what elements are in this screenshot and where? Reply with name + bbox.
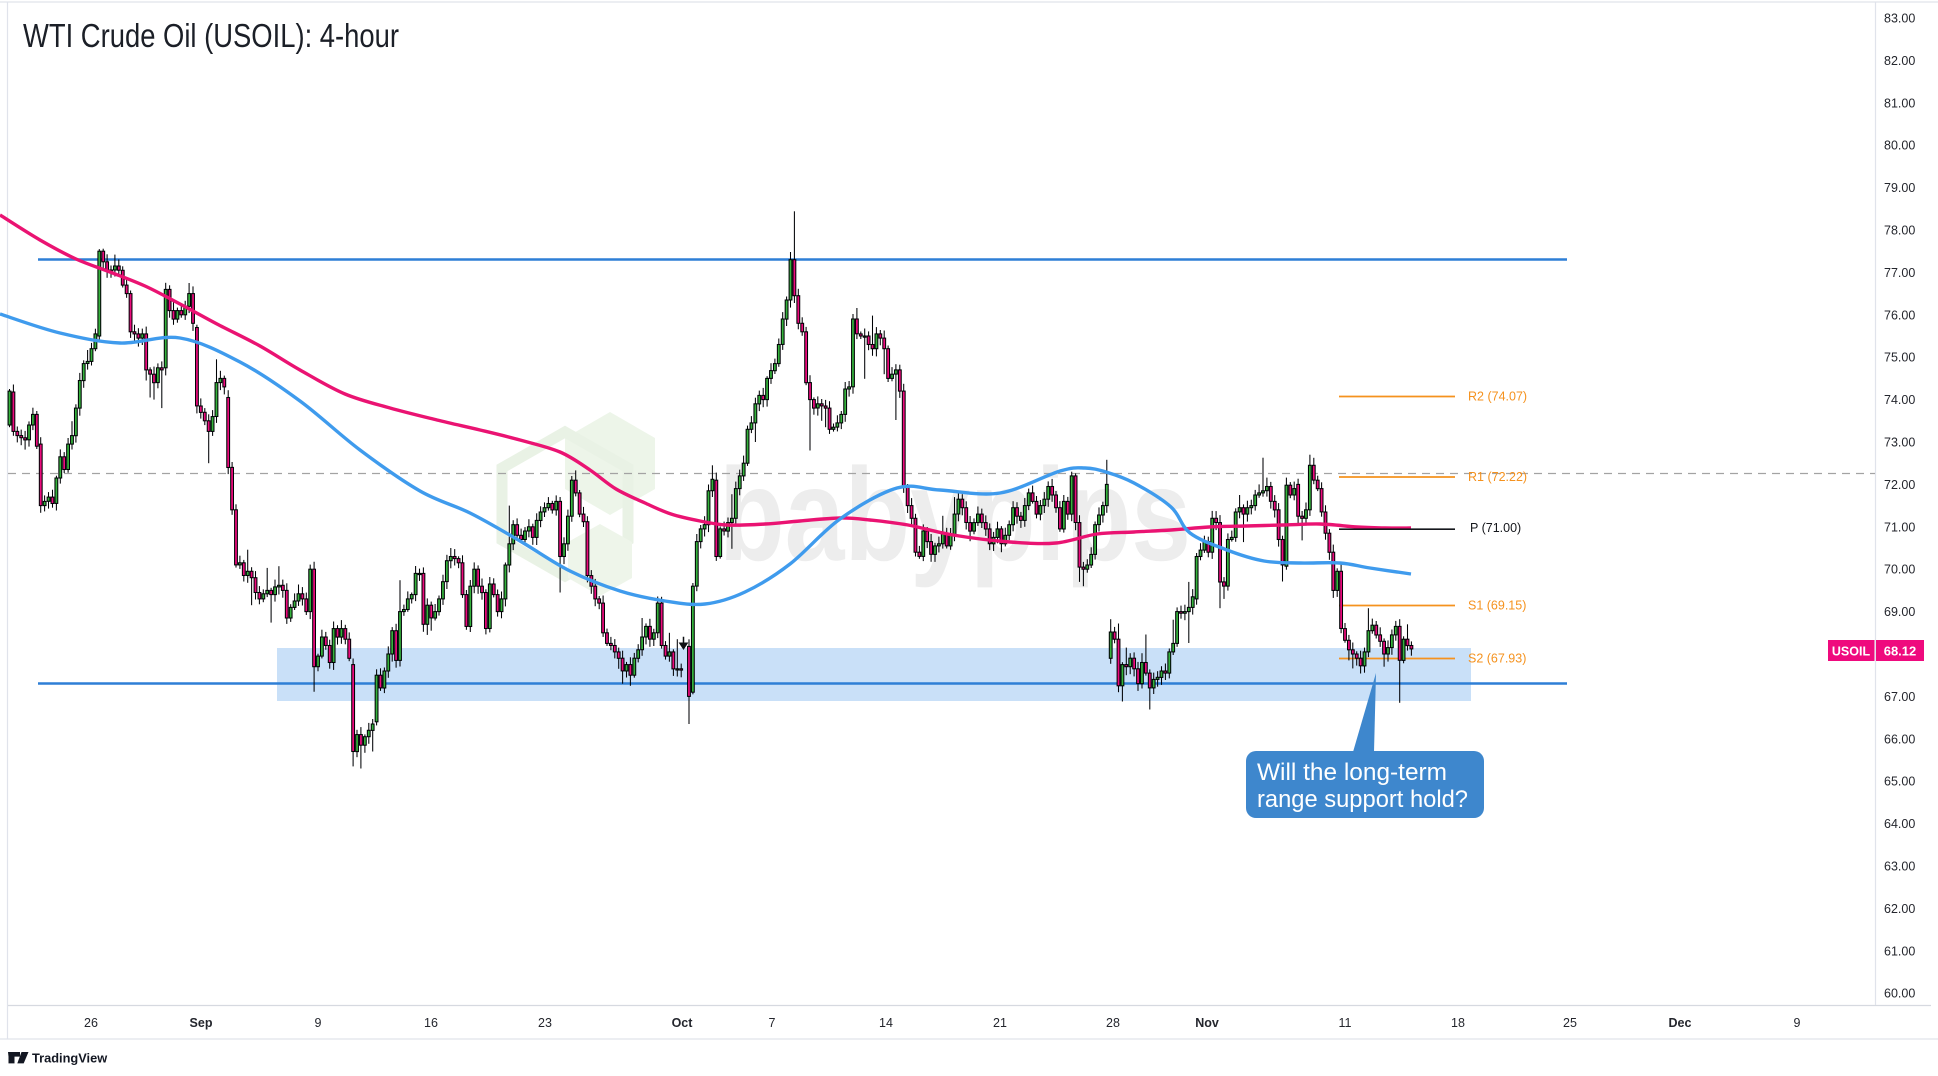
svg-text:68.12: 68.12 — [1884, 644, 1917, 659]
svg-text:76.00: 76.00 — [1884, 308, 1915, 322]
svg-text:11: 11 — [1339, 1016, 1352, 1030]
svg-text:TradingView: TradingView — [32, 1051, 107, 1066]
svg-text:23: 23 — [538, 1016, 552, 1030]
svg-text:Nov: Nov — [1195, 1016, 1219, 1030]
svg-text:60.00: 60.00 — [1884, 987, 1915, 1001]
svg-text:WTI Crude Oil (USOIL): 4-hour: WTI Crude Oil (USOIL): 4-hour — [23, 17, 399, 54]
svg-text:78.00: 78.00 — [1884, 224, 1915, 238]
svg-text:81.00: 81.00 — [1884, 96, 1915, 110]
svg-text:25: 25 — [1563, 1016, 1577, 1030]
svg-text:69.00: 69.00 — [1884, 605, 1915, 619]
svg-text:61.00: 61.00 — [1884, 944, 1915, 958]
svg-text:range support hold?: range support hold? — [1257, 786, 1468, 813]
svg-text:67.00: 67.00 — [1884, 690, 1915, 704]
svg-text:71.00: 71.00 — [1884, 520, 1915, 534]
svg-text:14: 14 — [879, 1016, 893, 1030]
svg-text:26: 26 — [84, 1016, 98, 1030]
svg-text:65.00: 65.00 — [1884, 775, 1915, 789]
svg-text:S2 (67.93): S2 (67.93) — [1468, 652, 1526, 666]
svg-text:75.00: 75.00 — [1884, 351, 1915, 365]
svg-text:16: 16 — [424, 1016, 438, 1030]
svg-text:21: 21 — [993, 1016, 1007, 1030]
svg-text:Will the long-term: Will the long-term — [1257, 759, 1447, 786]
svg-text:Oct: Oct — [672, 1016, 694, 1030]
svg-text:9: 9 — [315, 1016, 322, 1030]
svg-text:73.00: 73.00 — [1884, 436, 1915, 450]
svg-text:70.00: 70.00 — [1884, 563, 1915, 577]
svg-text:62.00: 62.00 — [1884, 902, 1915, 916]
svg-text:R1 (72.22): R1 (72.22) — [1468, 470, 1527, 484]
svg-text:74.00: 74.00 — [1884, 393, 1915, 407]
svg-text:9: 9 — [1794, 1016, 1801, 1030]
svg-text:64.00: 64.00 — [1884, 817, 1915, 831]
svg-text:Dec: Dec — [1669, 1016, 1692, 1030]
svg-text:7: 7 — [769, 1016, 776, 1030]
svg-text:R2 (74.07): R2 (74.07) — [1468, 390, 1527, 404]
svg-text:P (71.00): P (71.00) — [1470, 521, 1521, 535]
svg-text:77.00: 77.00 — [1884, 266, 1915, 280]
svg-text:72.00: 72.00 — [1884, 478, 1915, 492]
svg-text:S1 (69.15): S1 (69.15) — [1468, 599, 1526, 613]
svg-text:82.00: 82.00 — [1884, 54, 1915, 68]
svg-text:Sep: Sep — [190, 1016, 213, 1030]
svg-text:USOIL: USOIL — [1832, 645, 1871, 659]
svg-text:28: 28 — [1106, 1016, 1120, 1030]
svg-text:18: 18 — [1451, 1016, 1465, 1030]
svg-text:63.00: 63.00 — [1884, 860, 1915, 874]
svg-text:66.00: 66.00 — [1884, 732, 1915, 746]
svg-text:83.00: 83.00 — [1884, 12, 1915, 26]
svg-text:79.00: 79.00 — [1884, 181, 1915, 195]
svg-text:80.00: 80.00 — [1884, 139, 1915, 153]
